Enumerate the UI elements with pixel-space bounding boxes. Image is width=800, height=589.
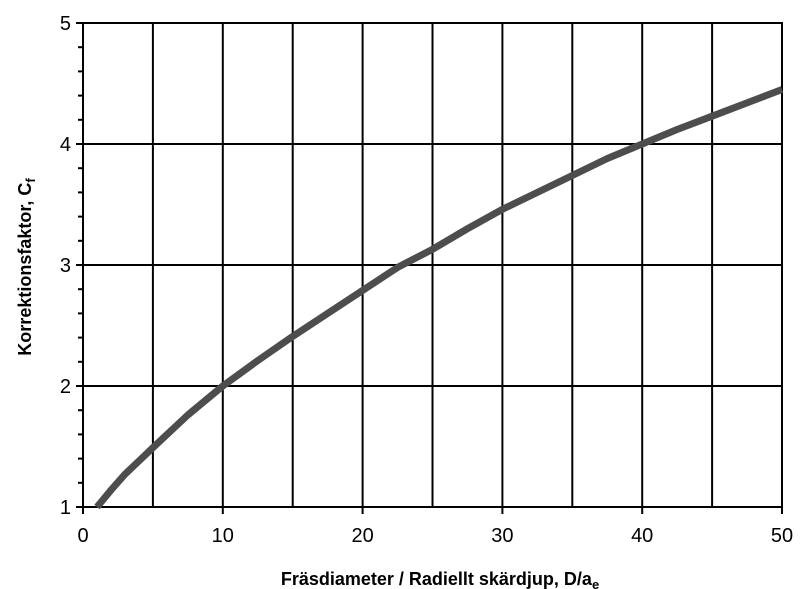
y-tick-label: 3 bbox=[60, 255, 71, 277]
series-line bbox=[94, 86, 784, 510]
y-tick-label: 4 bbox=[60, 134, 71, 156]
x-tick-label: 0 bbox=[77, 525, 88, 547]
x-tick-label: 40 bbox=[631, 525, 653, 547]
y-axis-title: Korrektionsfaktor, Cf bbox=[15, 178, 38, 356]
x-tick-label: 20 bbox=[351, 525, 373, 547]
y-tick-label: 2 bbox=[60, 376, 71, 398]
x-tick-label: 10 bbox=[212, 525, 234, 547]
x-axis-title: Fräsdiameter / Radiellt skärdjup, D/ae bbox=[281, 569, 599, 589]
y-tick-labels: 1 2 3 4 5 bbox=[60, 13, 71, 519]
y-tick-label: 5 bbox=[60, 13, 71, 35]
y-tick-label: 1 bbox=[60, 497, 71, 519]
grid-lines bbox=[83, 23, 782, 507]
x-tick-label: 30 bbox=[491, 525, 513, 547]
x-tick-labels: 0 10 20 30 40 50 bbox=[77, 525, 793, 547]
y-minor-ticks bbox=[76, 22, 783, 514]
x-tick-label: 50 bbox=[771, 525, 793, 547]
